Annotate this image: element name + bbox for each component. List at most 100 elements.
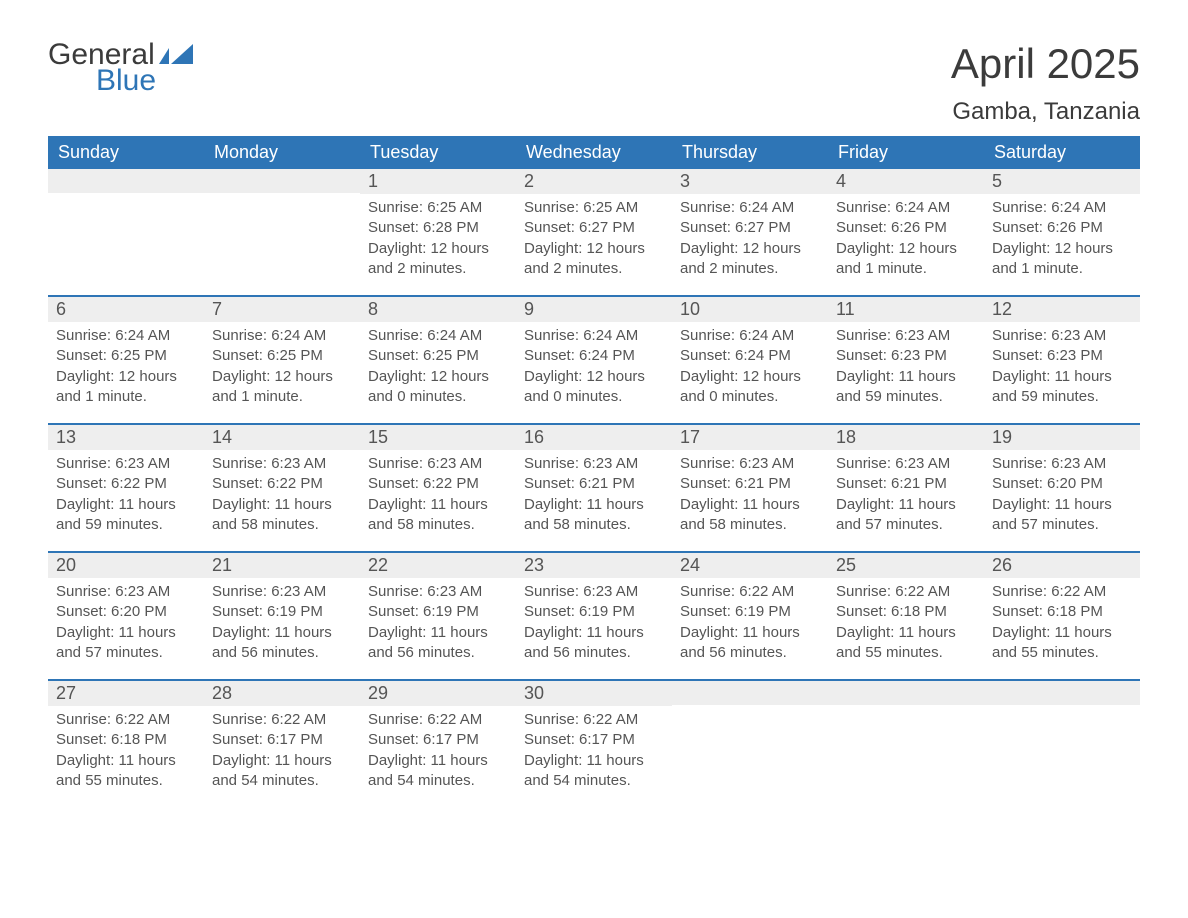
daylight-text: Daylight: 11 hours and 57 minutes.: [836, 495, 976, 536]
day-body: Sunrise: 6:23 AMSunset: 6:20 PMDaylight:…: [48, 578, 204, 663]
day-number: 17: [672, 425, 828, 450]
sunrise-text: Sunrise: 6:24 AM: [524, 326, 664, 346]
sunrise-text: Sunrise: 6:22 AM: [212, 710, 352, 730]
daylight-text: Daylight: 12 hours and 0 minutes.: [680, 367, 820, 408]
daylight-text: Daylight: 11 hours and 54 minutes.: [368, 751, 508, 792]
sunrise-text: Sunrise: 6:24 AM: [680, 326, 820, 346]
daylight-text: Daylight: 12 hours and 1 minute.: [992, 239, 1132, 280]
day-number: [48, 169, 204, 193]
day-body: Sunrise: 6:22 AMSunset: 6:18 PMDaylight:…: [828, 578, 984, 663]
sunrise-text: Sunrise: 6:22 AM: [836, 582, 976, 602]
dow-friday: Friday: [828, 136, 984, 169]
daylight-text: Daylight: 11 hours and 58 minutes.: [680, 495, 820, 536]
sunrise-text: Sunrise: 6:24 AM: [992, 198, 1132, 218]
sunrise-text: Sunrise: 6:23 AM: [992, 326, 1132, 346]
day-number: 20: [48, 553, 204, 578]
sunrise-text: Sunrise: 6:23 AM: [56, 582, 196, 602]
daylight-text: Daylight: 12 hours and 2 minutes.: [368, 239, 508, 280]
flag-icon: [159, 44, 193, 64]
daylight-text: Daylight: 11 hours and 59 minutes.: [992, 367, 1132, 408]
day-number: 19: [984, 425, 1140, 450]
day-body: Sunrise: 6:23 AMSunset: 6:21 PMDaylight:…: [672, 450, 828, 535]
sunrise-text: Sunrise: 6:25 AM: [524, 198, 664, 218]
daylight-text: Daylight: 11 hours and 59 minutes.: [56, 495, 196, 536]
daylight-text: Daylight: 12 hours and 0 minutes.: [368, 367, 508, 408]
day-number: 14: [204, 425, 360, 450]
day-number: 5: [984, 169, 1140, 194]
day-cell: [984, 681, 1140, 807]
daylight-text: Daylight: 11 hours and 56 minutes.: [212, 623, 352, 664]
sunset-text: Sunset: 6:28 PM: [368, 218, 508, 238]
daylight-text: Daylight: 12 hours and 1 minute.: [56, 367, 196, 408]
dow-wednesday: Wednesday: [516, 136, 672, 169]
sunset-text: Sunset: 6:20 PM: [992, 474, 1132, 494]
daylight-text: Daylight: 12 hours and 1 minute.: [836, 239, 976, 280]
sunrise-text: Sunrise: 6:23 AM: [680, 454, 820, 474]
sunset-text: Sunset: 6:25 PM: [368, 346, 508, 366]
daylight-text: Daylight: 11 hours and 54 minutes.: [524, 751, 664, 792]
day-number: 4: [828, 169, 984, 194]
sunrise-text: Sunrise: 6:24 AM: [836, 198, 976, 218]
day-cell: 1Sunrise: 6:25 AMSunset: 6:28 PMDaylight…: [360, 169, 516, 295]
sunset-text: Sunset: 6:21 PM: [524, 474, 664, 494]
sunset-text: Sunset: 6:21 PM: [680, 474, 820, 494]
day-number: 28: [204, 681, 360, 706]
sunset-text: Sunset: 6:25 PM: [56, 346, 196, 366]
day-body: Sunrise: 6:22 AMSunset: 6:17 PMDaylight:…: [204, 706, 360, 791]
day-cell: 17Sunrise: 6:23 AMSunset: 6:21 PMDayligh…: [672, 425, 828, 551]
page-location: Gamba, Tanzania: [951, 98, 1140, 126]
days-of-week-header: Sunday Monday Tuesday Wednesday Thursday…: [48, 136, 1140, 169]
daylight-text: Daylight: 12 hours and 1 minute.: [212, 367, 352, 408]
sunrise-text: Sunrise: 6:23 AM: [368, 582, 508, 602]
sunset-text: Sunset: 6:19 PM: [212, 602, 352, 622]
day-cell: 18Sunrise: 6:23 AMSunset: 6:21 PMDayligh…: [828, 425, 984, 551]
sunset-text: Sunset: 6:25 PM: [212, 346, 352, 366]
daylight-text: Daylight: 11 hours and 57 minutes.: [992, 495, 1132, 536]
sunrise-text: Sunrise: 6:25 AM: [368, 198, 508, 218]
day-cell: 5Sunrise: 6:24 AMSunset: 6:26 PMDaylight…: [984, 169, 1140, 295]
day-cell: 24Sunrise: 6:22 AMSunset: 6:19 PMDayligh…: [672, 553, 828, 679]
sunrise-text: Sunrise: 6:22 AM: [56, 710, 196, 730]
day-number: 16: [516, 425, 672, 450]
day-body: Sunrise: 6:24 AMSunset: 6:24 PMDaylight:…: [672, 322, 828, 407]
day-number: 21: [204, 553, 360, 578]
day-body: Sunrise: 6:23 AMSunset: 6:19 PMDaylight:…: [360, 578, 516, 663]
sunset-text: Sunset: 6:23 PM: [992, 346, 1132, 366]
day-number: [828, 681, 984, 705]
day-number: 18: [828, 425, 984, 450]
sunset-text: Sunset: 6:24 PM: [680, 346, 820, 366]
daylight-text: Daylight: 11 hours and 56 minutes.: [680, 623, 820, 664]
day-number: 26: [984, 553, 1140, 578]
sunrise-text: Sunrise: 6:24 AM: [56, 326, 196, 346]
day-body: Sunrise: 6:23 AMSunset: 6:22 PMDaylight:…: [204, 450, 360, 535]
day-body: Sunrise: 6:24 AMSunset: 6:26 PMDaylight:…: [828, 194, 984, 279]
week-row: 20Sunrise: 6:23 AMSunset: 6:20 PMDayligh…: [48, 551, 1140, 679]
dow-monday: Monday: [204, 136, 360, 169]
brand-text-blue: Blue: [96, 66, 193, 96]
day-body: Sunrise: 6:24 AMSunset: 6:24 PMDaylight:…: [516, 322, 672, 407]
day-body: Sunrise: 6:23 AMSunset: 6:23 PMDaylight:…: [828, 322, 984, 407]
sunset-text: Sunset: 6:22 PM: [368, 474, 508, 494]
sunset-text: Sunset: 6:22 PM: [212, 474, 352, 494]
day-number: 30: [516, 681, 672, 706]
day-number: 7: [204, 297, 360, 322]
day-body: Sunrise: 6:22 AMSunset: 6:19 PMDaylight:…: [672, 578, 828, 663]
day-cell: 7Sunrise: 6:24 AMSunset: 6:25 PMDaylight…: [204, 297, 360, 423]
week-row: 13Sunrise: 6:23 AMSunset: 6:22 PMDayligh…: [48, 423, 1140, 551]
day-number: 29: [360, 681, 516, 706]
sunset-text: Sunset: 6:23 PM: [836, 346, 976, 366]
day-cell: 16Sunrise: 6:23 AMSunset: 6:21 PMDayligh…: [516, 425, 672, 551]
day-body: Sunrise: 6:22 AMSunset: 6:17 PMDaylight:…: [516, 706, 672, 791]
day-number: 12: [984, 297, 1140, 322]
day-body: Sunrise: 6:23 AMSunset: 6:22 PMDaylight:…: [48, 450, 204, 535]
day-number: 10: [672, 297, 828, 322]
sunset-text: Sunset: 6:26 PM: [836, 218, 976, 238]
day-cell: 12 Sunrise: 6:23 AMSunset: 6:23 PMDayligh…: [984, 297, 1140, 423]
sunrise-text: Sunrise: 6:24 AM: [368, 326, 508, 346]
sunrise-text: Sunrise: 6:22 AM: [992, 582, 1132, 602]
day-body: Sunrise: 6:23 AMSunset: 6:21 PMDaylight:…: [516, 450, 672, 535]
daylight-text: Daylight: 11 hours and 58 minutes.: [212, 495, 352, 536]
day-body: Sunrise: 6:22 AMSunset: 6:18 PMDaylight:…: [48, 706, 204, 791]
day-cell: [828, 681, 984, 807]
day-body: Sunrise: 6:24 AMSunset: 6:26 PMDaylight:…: [984, 194, 1140, 279]
